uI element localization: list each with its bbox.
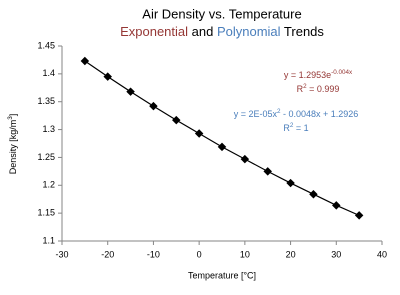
superscript: 2 bbox=[290, 122, 294, 129]
y-tick-label: 1.35 bbox=[37, 96, 55, 106]
annotation: y = 2E-05x2​ - 0.0048x + 1.2926 bbox=[234, 108, 359, 120]
data-point bbox=[103, 72, 112, 81]
y-axis-label: Density [kg/m3​] bbox=[7, 114, 19, 175]
text-segment: Density [kg/m bbox=[8, 120, 18, 175]
annotation: R2​ = 1 bbox=[283, 122, 308, 134]
y-tick-label: 1.3 bbox=[42, 124, 55, 134]
x-tick-label: -30 bbox=[55, 249, 68, 259]
x-tick-label: -20 bbox=[101, 249, 114, 259]
x-tick-label: 40 bbox=[377, 249, 387, 259]
data-point bbox=[126, 87, 135, 96]
y-tick-label: 1.45 bbox=[37, 40, 55, 50]
data-point bbox=[309, 189, 318, 199]
x-tick-label: 30 bbox=[331, 249, 341, 259]
annotation: y = 1.2953e-0.004x​ bbox=[284, 69, 353, 81]
text-segment: Exponential bbox=[120, 24, 188, 39]
data-point bbox=[80, 56, 90, 66]
data-point bbox=[194, 129, 204, 138]
data-point bbox=[263, 167, 272, 176]
text-segment: = 1 bbox=[293, 123, 308, 133]
x-tick-label: 0 bbox=[197, 249, 202, 259]
text-segment: y = 2E-05x bbox=[234, 109, 278, 119]
text-segment: R bbox=[297, 84, 304, 94]
text-segment: Trends bbox=[281, 24, 325, 39]
text-segment: ] bbox=[8, 114, 18, 117]
annotation: R2​ = 0.999 bbox=[297, 83, 340, 95]
x-tick-label: 20 bbox=[286, 249, 296, 259]
data-point bbox=[332, 201, 341, 210]
text-segment: Polynomial bbox=[217, 24, 281, 39]
data-point bbox=[149, 101, 158, 111]
superscript: -0.004x bbox=[331, 69, 353, 76]
y-tick-label: 1.25 bbox=[37, 152, 55, 162]
y-tick-label: 1.15 bbox=[37, 208, 55, 218]
data-point bbox=[286, 178, 295, 188]
superscript: 3 bbox=[7, 116, 14, 120]
data-point bbox=[354, 211, 364, 220]
text-segment: - 0.0048x + 1.2926 bbox=[280, 109, 358, 119]
data-point bbox=[172, 115, 181, 125]
text-segment: and bbox=[188, 24, 217, 39]
text-segment: R bbox=[283, 123, 290, 133]
superscript: 2 bbox=[277, 108, 281, 115]
text-segment: y = 1.2953e bbox=[284, 70, 331, 80]
y-tick-label: 1.4 bbox=[42, 68, 55, 78]
chart-title: Air Density vs. Temperature bbox=[142, 6, 301, 21]
y-tick-label: 1.1 bbox=[42, 235, 55, 245]
x-axis-label: Temperature [°C] bbox=[188, 270, 256, 280]
y-tick-label: 1.2 bbox=[42, 180, 55, 190]
text-segment: = 0.999 bbox=[307, 84, 340, 94]
superscript: 2 bbox=[303, 83, 307, 90]
data-point bbox=[240, 154, 250, 164]
chart-subtitle: Exponential and Polynomial Trends bbox=[120, 24, 324, 39]
x-tick-label: -10 bbox=[147, 249, 160, 259]
x-tick-label: 10 bbox=[240, 249, 250, 259]
data-point bbox=[217, 142, 227, 152]
